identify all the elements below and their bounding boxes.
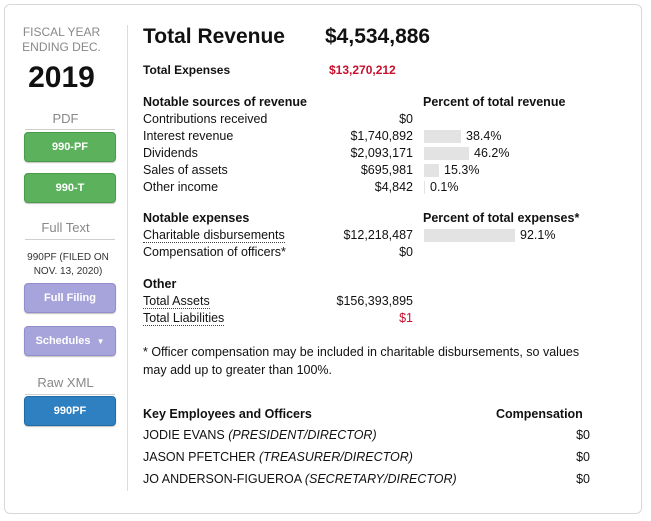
revenue-pct-label: 46.2% (474, 146, 510, 160)
revenue-header: Notable sources of revenue (143, 95, 307, 109)
schedules-dropdown-button[interactable]: Schedules ▼ (24, 326, 116, 356)
employees-header: Key Employees and Officers (143, 407, 312, 421)
pdf-990t-button[interactable]: 990-T (24, 173, 116, 203)
pdf-divider (25, 129, 115, 130)
caret-down-icon: ▼ (96, 337, 105, 346)
filing-card: FISCAL YEAR ENDING DEC. 2019 PDF 990-PF … (4, 4, 642, 514)
revenue-row-value: $0 (399, 112, 413, 126)
revenue-row-value: $2,093,171 (350, 146, 413, 160)
revenue-pct-label: 0.1% (430, 180, 459, 194)
filing-sidebar: FISCAL YEAR ENDING DEC. 2019 PDF 990-PF … (5, 5, 126, 513)
employee-name: JO ANDERSON-FIGUEROA (143, 472, 302, 486)
fiscal-year: 2019 (28, 61, 95, 94)
expense-pct-bar (424, 229, 515, 242)
employee-name: JODIE EVANS (143, 428, 225, 442)
total-assets-value: $156,393,895 (336, 294, 413, 308)
expense-row-value: $12,218,487 (343, 228, 413, 242)
full-text-divider (25, 239, 115, 240)
revenue-row-label: Sales of assets (143, 163, 228, 177)
filed-note-line2: NOV. 13, 2020) (33, 266, 103, 277)
revenue-row-value: $695,981 (360, 163, 413, 177)
other-header: Other (143, 277, 177, 291)
revenue-row-label: Other income (143, 180, 219, 194)
officer-compensation-note: * Officer compensation may be included i… (143, 345, 580, 377)
expense-row-link[interactable]: Charitable disbursements (143, 228, 285, 243)
filed-note: 990PF (FILED ON NOV. 13, 2020) (15, 251, 121, 279)
schedules-button-label: Schedules (35, 335, 91, 347)
revenue-pct-bar (424, 147, 469, 160)
revenue-pct-label: 15.3% (444, 163, 480, 177)
total-revenue-label: Total Revenue (143, 25, 285, 48)
full-text-label: Full Text (41, 220, 90, 235)
revenue-row-label: Contributions received (143, 112, 268, 126)
fiscal-label-line2: ENDING DEC. (22, 40, 101, 54)
employee-compensation: $0 (576, 472, 590, 486)
total-liabilities-link[interactable]: Total Liabilities (143, 311, 225, 326)
raw-xml-divider (25, 394, 115, 395)
employee-row: JO ANDERSON-FIGUEROA (SECRETARY/DIRECTOR… (143, 472, 457, 486)
employee-row: JODIE EVANS (PRESIDENT/DIRECTOR) (143, 428, 377, 442)
pdf-990pf-button[interactable]: 990-PF (24, 132, 116, 162)
employee-title: (PRESIDENT/DIRECTOR) (228, 428, 377, 442)
total-revenue-value: $4,534,886 (325, 25, 431, 48)
revenue-pct-bar (424, 181, 425, 194)
pdf-label: PDF (52, 111, 79, 126)
revenue-row-label: Interest revenue (143, 129, 234, 143)
employee-name: JASON PFETCHER (143, 450, 256, 464)
filed-note-line1: 990PF (FILED ON (27, 252, 109, 263)
expense-row-label: Compensation of officers* (143, 245, 286, 259)
revenue-row-value: $4,842 (374, 180, 413, 194)
expense-pct-label: 92.1% (520, 228, 556, 242)
revenue-row-value: $1,740,892 (350, 129, 413, 143)
compensation-header: Compensation (496, 407, 583, 421)
fiscal-year-label: FISCAL YEAR ENDING DEC. (5, 25, 118, 55)
expenses-header: Notable expenses (143, 211, 250, 225)
revenue-pct-bar (424, 164, 439, 177)
fiscal-label-line1: FISCAL YEAR (22, 25, 101, 39)
expense-row-value: $0 (399, 245, 413, 259)
employee-compensation: $0 (576, 428, 590, 442)
total-assets-link[interactable]: Total Assets (143, 294, 210, 309)
total-expenses-value: $13,270,212 (329, 63, 396, 77)
employee-title: (SECRETARY/DIRECTOR) (304, 472, 457, 486)
raw-xml-label: Raw XML (37, 375, 94, 390)
xml-990pf-button[interactable]: 990PF (24, 396, 116, 426)
employee-compensation: $0 (576, 450, 590, 464)
revenue-pct-label: 38.4% (466, 129, 502, 143)
revenue-row-label: Dividends (143, 146, 198, 160)
total-expenses-label: Total Expenses (143, 63, 231, 77)
employee-title: (TREASURER/DIRECTOR) (259, 450, 413, 464)
total-liabilities-value: $1 (399, 311, 413, 325)
full-filing-button[interactable]: Full Filing (24, 283, 116, 313)
revenue-pct-header: Percent of total revenue (423, 95, 566, 109)
sidebar-divider (127, 25, 128, 491)
filing-details: Total Revenue $4,534,886 Total Expenses … (143, 5, 633, 513)
employee-row: JASON PFETCHER (TREASURER/DIRECTOR) (143, 450, 413, 464)
expenses-pct-header: Percent of total expenses* (423, 211, 580, 225)
revenue-pct-bar (424, 130, 461, 143)
